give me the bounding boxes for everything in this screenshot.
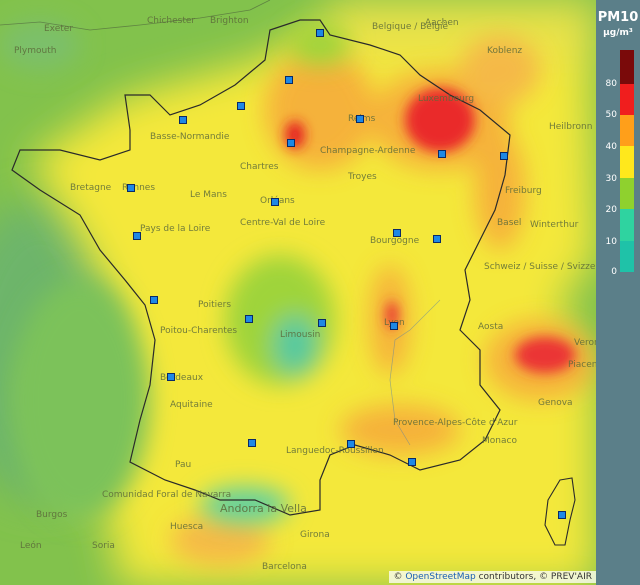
station-marker[interactable] [150,296,158,304]
station-marker[interactable] [558,511,566,519]
river-rhone [389,299,441,446]
legend-tick: 30 [605,174,617,184]
pm10-clean-field [0,20,350,523]
pm10-red-hotspots [285,88,575,373]
station-marker[interactable] [127,184,135,192]
legend-color-band [620,146,634,178]
station-marker[interactable] [356,115,364,123]
station-marker[interactable] [237,102,245,110]
legend-unit: µg/m³ [603,28,633,38]
legend-color-band [620,84,634,115]
legend-panel: PM10 µg/m³ 80 50 40 30 20 10 0 [596,0,640,585]
station-marker[interactable] [500,152,508,160]
legend-color-band [620,50,634,84]
legend-tick: 50 [605,110,617,120]
map-attribution: © OpenStreetMap contributors, © PREV'AIR [389,571,596,583]
station-marker[interactable] [271,198,279,206]
legend-tick: 80 [605,79,617,89]
legend-title: PM10 [597,10,639,25]
attribution-provider: © PREV'AIR [539,572,592,582]
corsica-outline [544,477,576,546]
legend-tick: 10 [605,237,617,247]
legend-tick: 20 [605,205,617,215]
station-marker[interactable] [285,76,293,84]
attribution-contributors: contributors, [478,572,537,582]
station-marker[interactable] [408,458,416,466]
station-marker[interactable] [318,319,326,327]
legend-color-band [620,115,634,146]
station-marker[interactable] [133,232,141,240]
legend-color-band [620,178,634,209]
legend-color-band [620,209,634,241]
station-marker[interactable] [287,139,295,147]
legend-tick: 40 [605,142,617,152]
osm-link[interactable]: OpenStreetMap [405,572,476,582]
france-border [11,19,511,516]
station-marker[interactable] [316,29,324,37]
uk-coast [0,0,271,31]
station-marker[interactable] [167,373,175,381]
station-marker[interactable] [179,116,187,124]
station-marker[interactable] [347,440,355,448]
station-marker[interactable] [433,235,441,243]
station-marker[interactable] [248,439,256,447]
legend-color-band [620,241,634,272]
station-marker[interactable] [393,229,401,237]
station-marker[interactable] [438,150,446,158]
legend-tick: 0 [611,267,617,277]
attribution-copyright: © [393,572,403,582]
station-marker[interactable] [245,315,253,323]
station-marker[interactable] [390,322,398,330]
